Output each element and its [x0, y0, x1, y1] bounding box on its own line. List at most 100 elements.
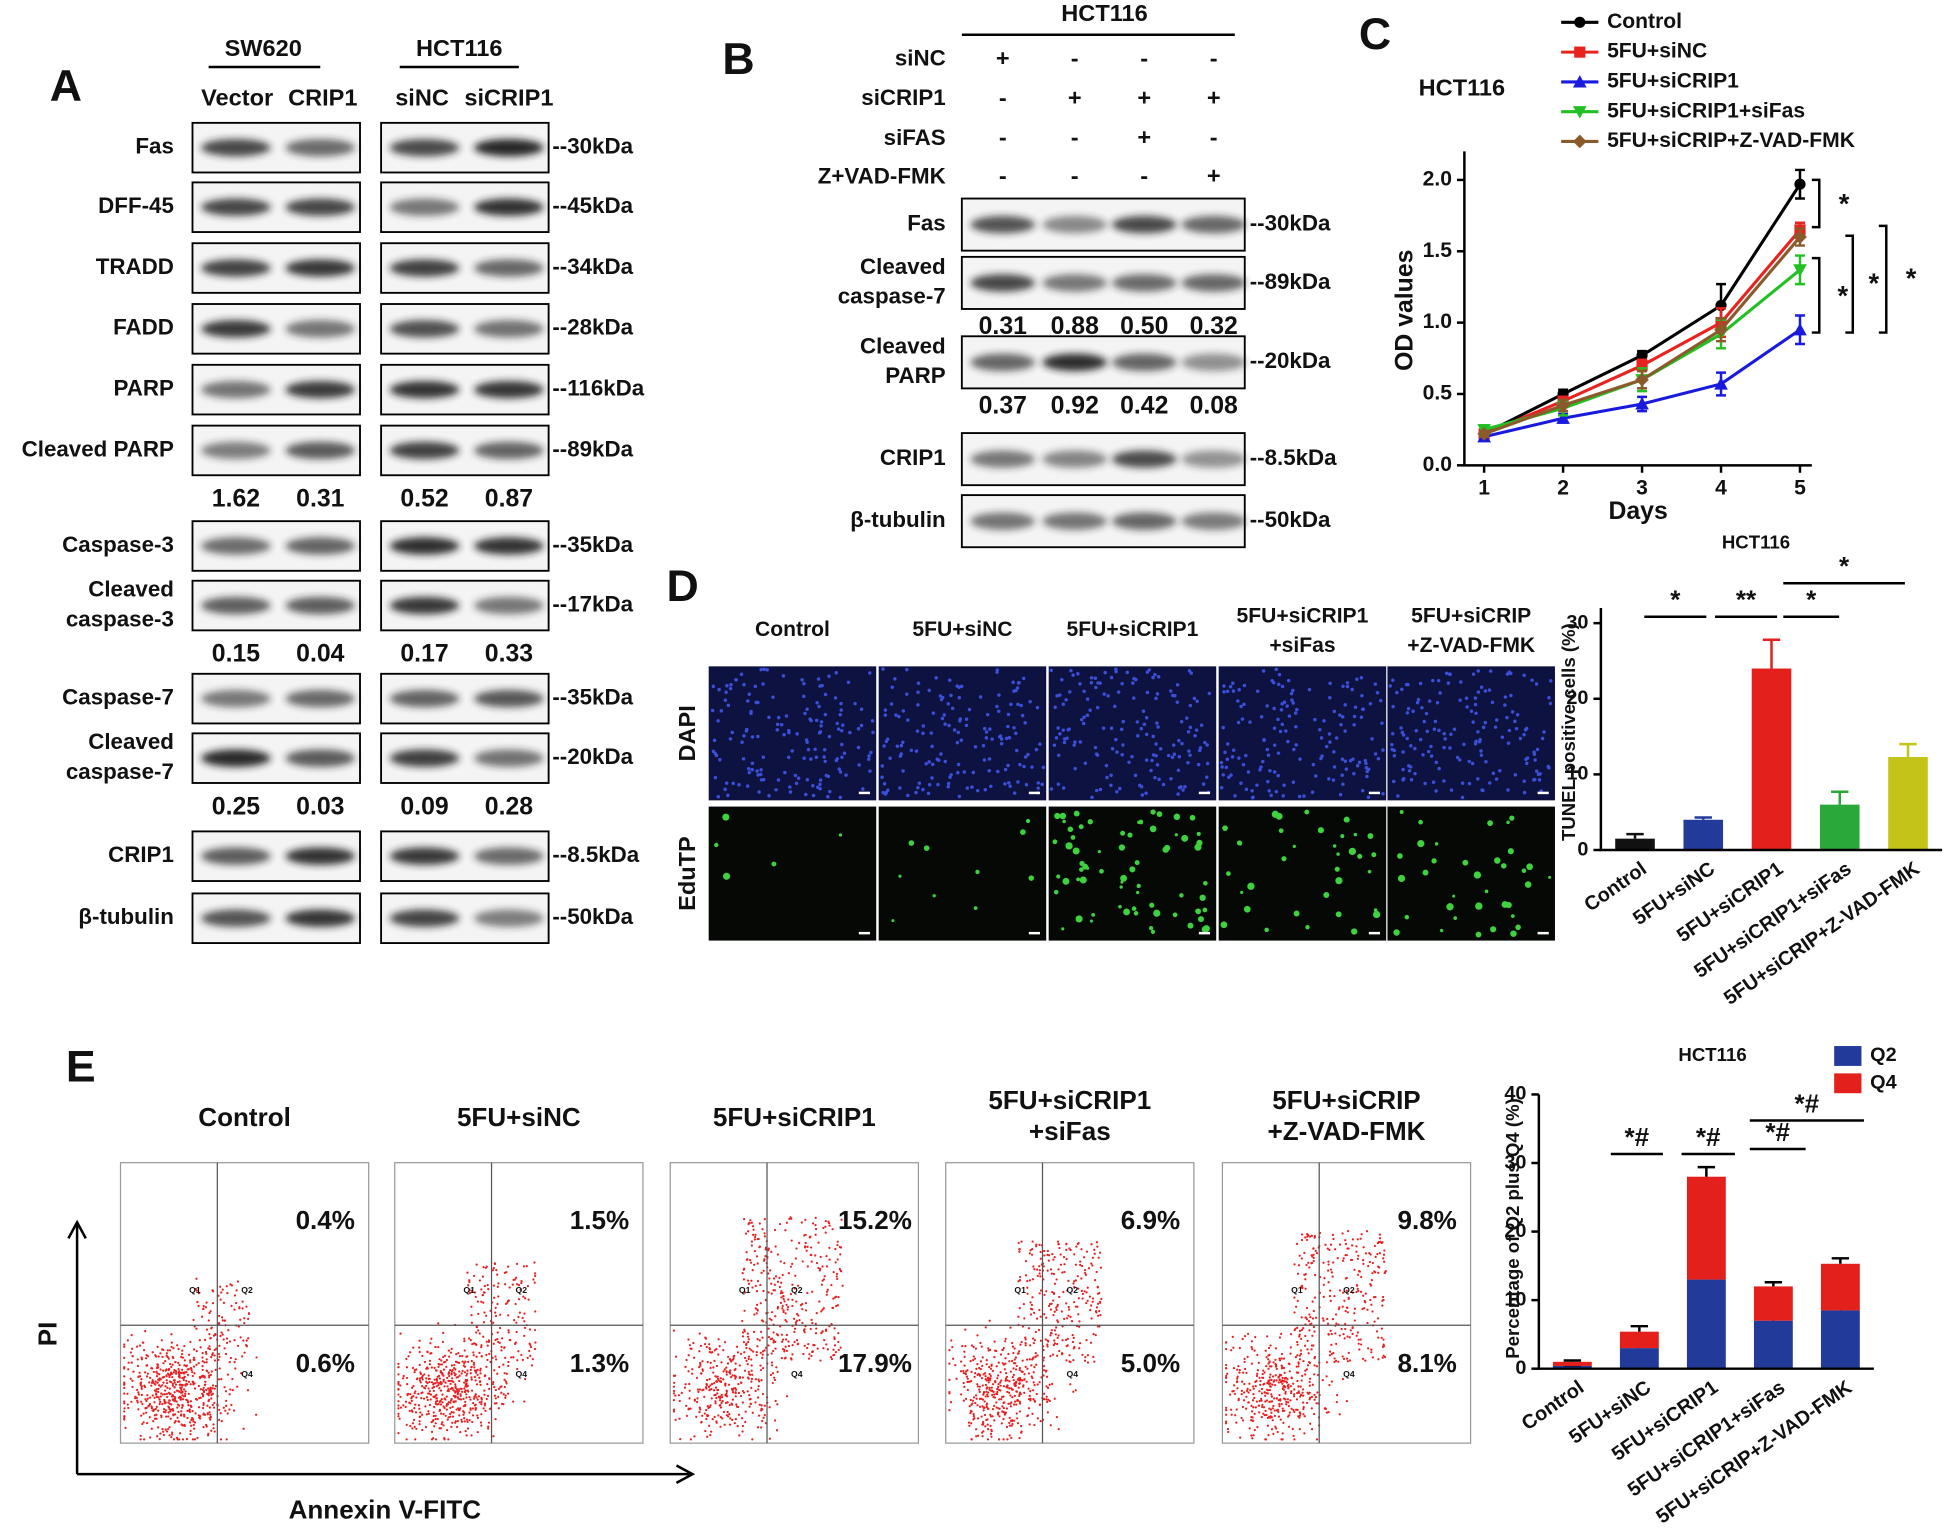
nucleus	[1449, 788, 1454, 792]
nucleus	[1322, 719, 1326, 723]
nucleus	[818, 786, 822, 791]
event	[191, 1371, 194, 1374]
nucleus	[985, 712, 990, 717]
event	[705, 1383, 709, 1387]
mw-label: --34kDa	[552, 254, 633, 279]
event	[814, 1254, 817, 1257]
event	[494, 1417, 497, 1421]
event	[453, 1394, 456, 1398]
event	[1046, 1411, 1049, 1414]
event	[1288, 1370, 1291, 1373]
event	[466, 1389, 469, 1392]
event	[701, 1389, 704, 1392]
event	[424, 1405, 427, 1408]
event	[230, 1284, 234, 1287]
event	[179, 1414, 183, 1417]
event	[181, 1356, 184, 1359]
event	[1255, 1374, 1259, 1378]
nucleus	[893, 677, 897, 681]
event	[1038, 1381, 1041, 1384]
event	[228, 1340, 232, 1343]
event	[1257, 1404, 1260, 1407]
nucleus	[939, 752, 943, 756]
event	[775, 1366, 778, 1369]
event	[439, 1389, 443, 1392]
event	[498, 1326, 502, 1330]
nucleus	[1313, 717, 1317, 722]
event	[183, 1394, 187, 1398]
event	[534, 1274, 537, 1277]
event	[418, 1377, 422, 1380]
blot-band	[474, 537, 544, 555]
event	[710, 1430, 713, 1433]
nucleus	[805, 778, 810, 782]
event	[157, 1409, 160, 1412]
y-tick-label: 0	[1577, 838, 1588, 860]
tunel-positive	[1136, 883, 1141, 889]
event	[172, 1371, 176, 1374]
event	[440, 1363, 444, 1366]
event	[1225, 1347, 1228, 1351]
event	[1277, 1410, 1280, 1413]
event	[781, 1307, 784, 1310]
event	[750, 1349, 753, 1352]
event	[151, 1367, 154, 1370]
event	[1098, 1309, 1101, 1313]
event	[444, 1381, 447, 1384]
event	[1303, 1344, 1307, 1347]
nucleus	[1364, 761, 1368, 766]
nucleus	[1286, 678, 1291, 683]
nucleus	[746, 699, 750, 703]
event	[747, 1377, 750, 1380]
event	[146, 1355, 150, 1358]
chart-title: HCT116	[1419, 75, 1505, 101]
event	[164, 1428, 167, 1431]
significance-bracket	[1811, 178, 1821, 229]
event	[801, 1302, 804, 1306]
event	[208, 1374, 211, 1377]
event	[972, 1415, 975, 1418]
nucleus	[1401, 767, 1405, 772]
event	[1056, 1354, 1059, 1357]
bar-segment	[1686, 1279, 1726, 1369]
event	[1242, 1399, 1246, 1402]
nucleus	[1534, 769, 1539, 774]
event	[731, 1374, 734, 1377]
event	[1049, 1268, 1053, 1271]
event	[791, 1353, 794, 1356]
event	[464, 1404, 467, 1407]
event	[994, 1349, 997, 1352]
event	[1334, 1248, 1337, 1251]
event	[1338, 1413, 1341, 1416]
nucleus	[1120, 753, 1124, 757]
nucleus	[1355, 763, 1360, 768]
nucleus	[1186, 760, 1190, 765]
event	[171, 1407, 174, 1411]
event	[832, 1348, 835, 1351]
event	[790, 1358, 793, 1361]
event	[419, 1381, 422, 1384]
event	[804, 1302, 808, 1305]
event	[825, 1255, 828, 1258]
event	[964, 1328, 967, 1331]
event	[1225, 1422, 1228, 1425]
event	[1267, 1358, 1270, 1361]
event	[413, 1371, 416, 1374]
column-label: +siFas	[1029, 1116, 1111, 1146]
event	[1097, 1256, 1100, 1259]
event	[1024, 1338, 1027, 1341]
event	[1305, 1263, 1308, 1267]
event	[763, 1349, 766, 1352]
nucleus	[784, 714, 789, 718]
event	[1243, 1334, 1247, 1338]
event	[397, 1388, 400, 1391]
event	[1293, 1329, 1296, 1332]
event	[990, 1428, 993, 1431]
nucleus	[1328, 681, 1332, 686]
nucleus	[943, 722, 947, 726]
event	[785, 1395, 789, 1398]
event	[1249, 1389, 1252, 1392]
event	[774, 1315, 777, 1318]
event	[1225, 1367, 1228, 1370]
nucleus	[1405, 711, 1410, 715]
